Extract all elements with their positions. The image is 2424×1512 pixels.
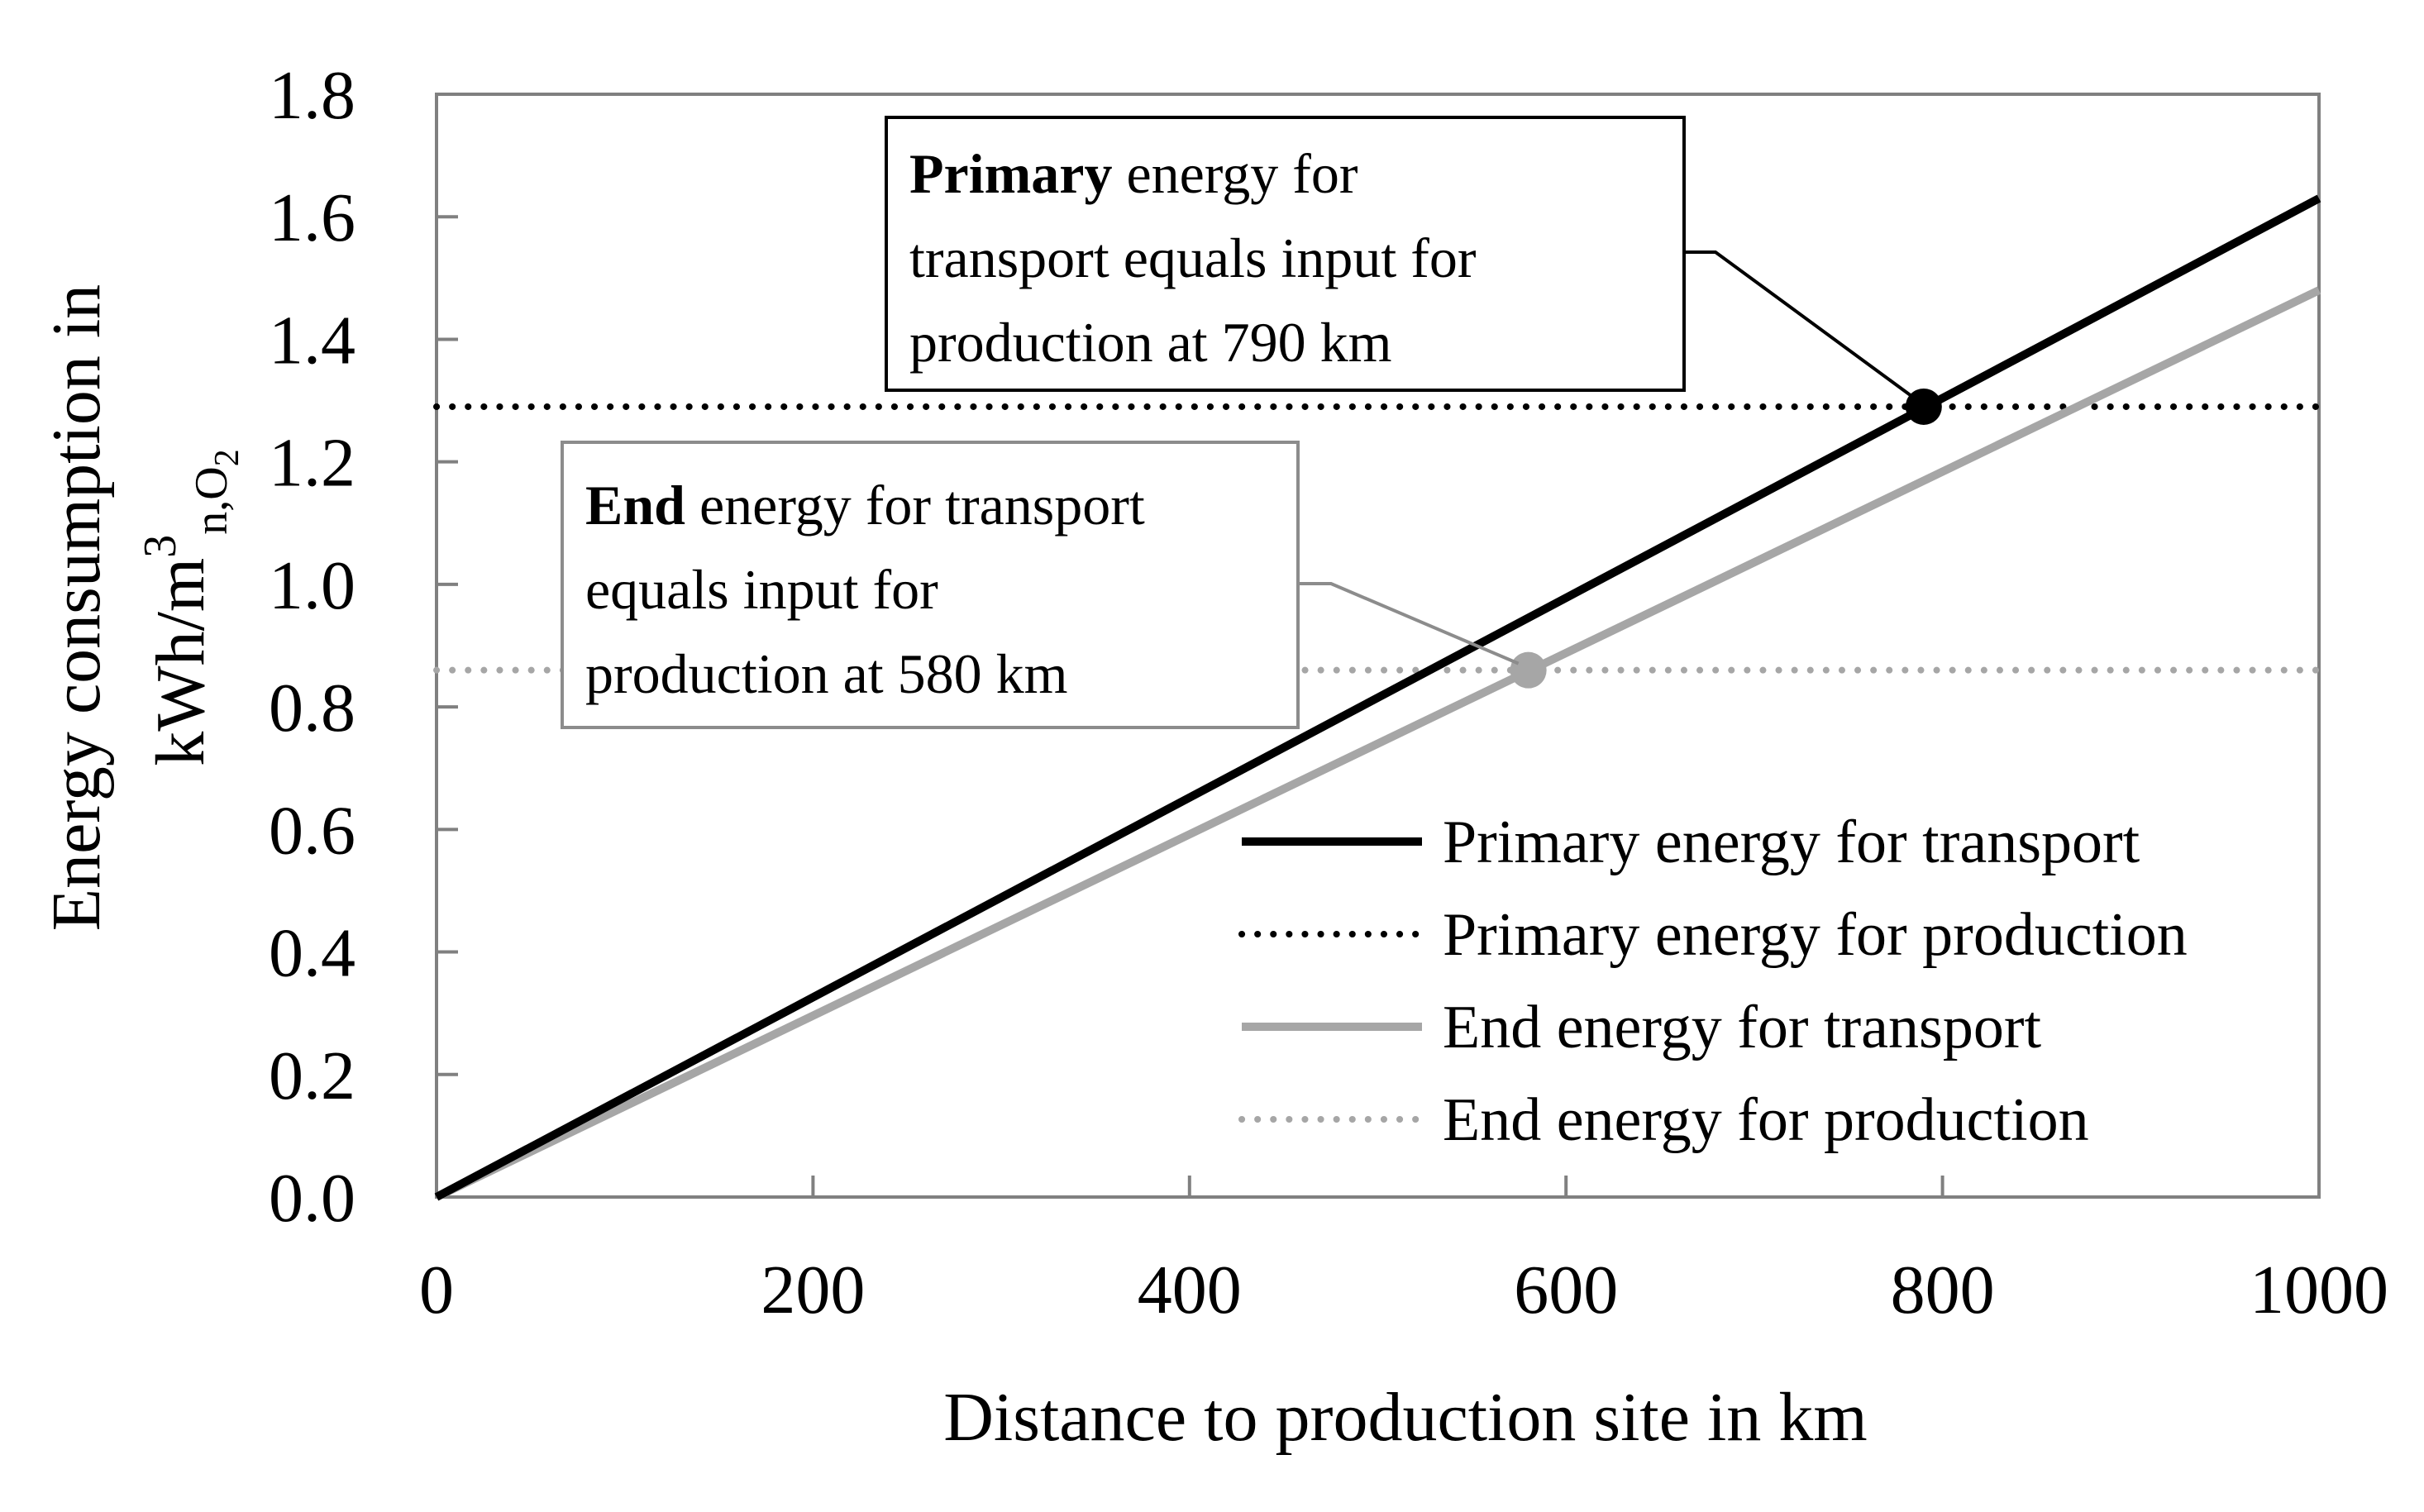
x-tick-label: 400 xyxy=(1138,1252,1242,1328)
x-tick-label: 0 xyxy=(419,1252,454,1328)
legend-label-4: End energy for production xyxy=(1443,1086,2089,1154)
plot-area-frame xyxy=(435,93,2321,1199)
annotation-leader-2 xyxy=(1298,582,1520,665)
x-tick-label: 800 xyxy=(1891,1252,1995,1328)
annotation-rest: energy for transport xyxy=(685,474,1145,537)
y-tick-label: 0.6 xyxy=(269,792,355,869)
y-tick-label: 0.8 xyxy=(269,670,355,746)
annotation-text-line: transport equals input for xyxy=(909,227,1477,289)
y-tick-label: 0.2 xyxy=(269,1037,355,1114)
annotation-text-line: production at 790 km xyxy=(909,311,1392,374)
legend-label-3: End energy for transport xyxy=(1443,994,2041,1061)
x-tick-label: 600 xyxy=(1514,1252,1618,1328)
annotation-text-line: equals input for xyxy=(585,558,938,621)
series-line-1 xyxy=(434,194,2321,1201)
annotation-leader-1 xyxy=(1684,250,1919,402)
y-axis-unit-subsub: 2 xyxy=(208,449,246,466)
annotation-text-line: End energy for transport xyxy=(585,474,1145,537)
y-axis-unit-sub: n,O xyxy=(186,466,237,534)
series-line-3 xyxy=(434,286,2321,1201)
annotation-text-line: Primary energy for xyxy=(909,142,1358,205)
y-tick-label: 1.6 xyxy=(269,179,355,256)
annotation-bold: Primary xyxy=(909,142,1112,205)
x-tick-label: 200 xyxy=(761,1252,865,1328)
x-axis-title: Distance to production site in km xyxy=(943,1379,1867,1456)
annotation-rest: energy for xyxy=(1112,142,1358,205)
annotation-box-1 xyxy=(885,116,1686,392)
y-tick-label: 1.8 xyxy=(269,57,355,134)
y-tick-label: 1.2 xyxy=(269,425,355,502)
legend-label-2: Primary energy for production xyxy=(1443,901,2188,969)
y-tick-label: 0.4 xyxy=(269,915,355,992)
y-axis-title-line-2: kWh/m3n,O2 xyxy=(135,449,246,766)
annotation-text-line: production at 580 km xyxy=(585,642,1068,705)
y-tick-label: 0.0 xyxy=(269,1160,355,1237)
legend-label-1: Primary energy for transport xyxy=(1443,808,2140,876)
annotation-box-2 xyxy=(561,441,1300,729)
y-axis-unit-sup: 3 xyxy=(135,535,186,558)
x-tick-label: 1000 xyxy=(2250,1252,2388,1328)
annotation-bold: End xyxy=(585,474,685,537)
intersection-point-2 xyxy=(1510,651,1547,689)
y-axis-title-line-1: Energy consumption in xyxy=(38,284,115,931)
y-tick-label: 1.4 xyxy=(269,302,355,379)
y-axis-unit: kWh/m xyxy=(142,558,219,766)
y-tick-label: 1.0 xyxy=(269,547,355,624)
